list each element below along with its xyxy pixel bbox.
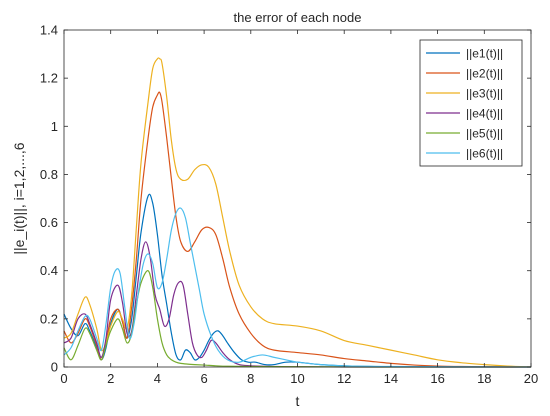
legend-box (419, 39, 523, 167)
tick-layer: 0 2 4 6 8 10 12 14 16 18 20 0 0.2 0.4 0.6 0.8 1 1.2 1.4 (40, 23, 538, 387)
x-axis-title: t (296, 393, 300, 409)
series-line-e5 (63, 270, 531, 368)
x-tick-label: 14 (384, 371, 398, 386)
x-tick-label: 4 (154, 371, 161, 386)
x-tick-label: 0 (60, 371, 67, 386)
legend-label-e3: ||e3(t)|| (466, 87, 503, 101)
series-line-e6 (63, 207, 532, 368)
series-line-e4 (63, 241, 531, 368)
x-tick-label: 6 (200, 371, 207, 386)
y-tick-label: 0.6 (40, 215, 58, 230)
y-axis-title: ||e_i(t)||, i=1,2,...,6 (11, 142, 27, 254)
x-tick-label: 12 (337, 371, 351, 386)
x-tick-label: 8 (247, 371, 254, 386)
y-tick-label: 1.4 (40, 23, 58, 38)
x-tick-label: 20 (524, 371, 538, 386)
x-tick-label: 16 (430, 371, 444, 386)
series-line-e2 (63, 91, 531, 368)
y-tick-label: 1 (51, 119, 58, 134)
x-tick-label: 2 (107, 371, 114, 386)
y-tick-label: 1.2 (40, 71, 58, 86)
y-tick-label: 0 (51, 360, 58, 375)
series-line-e3 (63, 57, 532, 368)
x-tick-label: 18 (477, 371, 491, 386)
legend-label-e1: ||e1(t)|| (466, 47, 503, 61)
y-tick-label: 0.2 (40, 311, 58, 326)
legend-label-e5: ||e5(t)|| (466, 127, 503, 141)
chart-title: the error of each node (234, 10, 362, 25)
legend-label-e4: ||e4(t)|| (466, 107, 503, 121)
legend-label-e2: ||e2(t)|| (466, 67, 503, 81)
legend-label-e6: ||e6(t)|| (466, 147, 503, 161)
y-tick-label: 0.8 (40, 167, 58, 182)
series-layer (63, 57, 532, 368)
x-tick-label: 10 (290, 371, 304, 386)
y-tick-label: 0.4 (40, 263, 58, 278)
legend: ||e1(t)|| ||e2(t)|| ||e3(t)|| ||e4(t)|| ||e5… (419, 39, 523, 167)
